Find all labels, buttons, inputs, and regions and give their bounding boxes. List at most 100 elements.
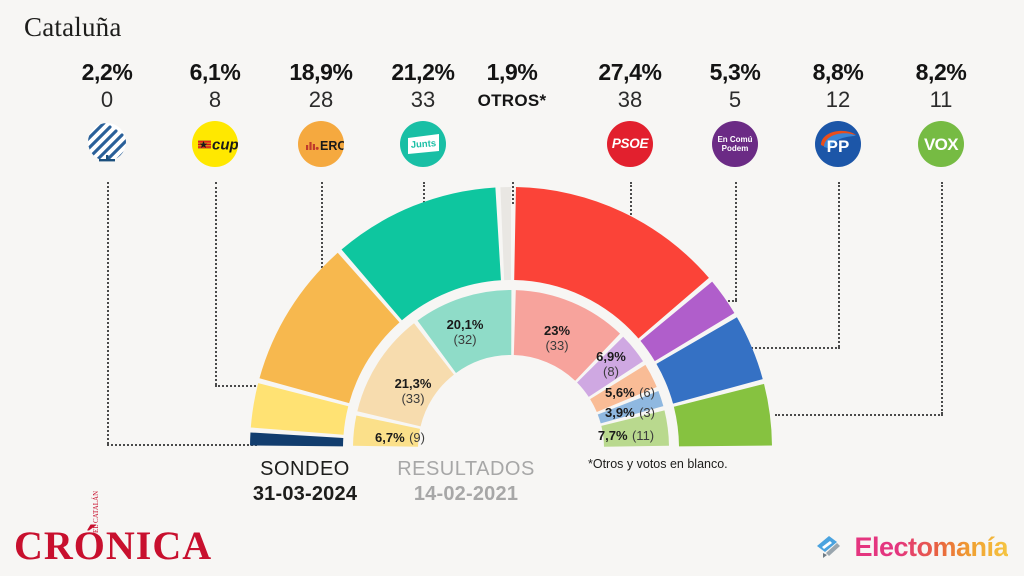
inner-label-pp-2021-seats: (3) bbox=[639, 405, 655, 420]
pdecat-logo[interactable] bbox=[84, 121, 130, 167]
leader-line-cup-v bbox=[215, 182, 217, 385]
party-logo-wrap-psoe: PSOE bbox=[575, 116, 685, 172]
leader-line-ecp-v bbox=[735, 182, 737, 300]
leader-line-pdecat-v bbox=[107, 182, 109, 444]
en-comu-podem-logo-text: En Comú Podem bbox=[717, 134, 753, 154]
pp-logo[interactable]: PP bbox=[815, 121, 861, 167]
party-seats-psoe: 38 bbox=[617, 87, 643, 112]
inner-segment-junts bbox=[417, 290, 512, 374]
inner-label-cup-2021: 6,7% (9) bbox=[352, 430, 448, 445]
outer-segment-en-com-podem bbox=[640, 281, 735, 362]
inner-label-psc-2021-seats: (33) bbox=[545, 338, 569, 353]
outer-segment-cup bbox=[250, 383, 349, 435]
pp-logo-mark: PP bbox=[821, 130, 856, 156]
party-label-otros: OTROS* bbox=[477, 91, 547, 110]
leader-line-pdecat-h bbox=[107, 444, 257, 446]
leader-line-otros-v bbox=[512, 182, 514, 204]
legend-resultados-date: 14-02-2021 bbox=[413, 483, 519, 505]
party-pct-psoe: 27,4% bbox=[598, 59, 662, 85]
party-logo-wrap-pp: PP bbox=[783, 116, 893, 172]
inner-label-cup-2021-seats: (9) bbox=[409, 430, 425, 445]
party-column-junts: 21,2% 33 Junts bbox=[368, 58, 478, 172]
party-seats-ecp: 5 bbox=[728, 87, 742, 112]
leader-line-vox-v bbox=[941, 182, 943, 414]
party-seats-junts: 33 bbox=[410, 87, 436, 112]
party-seats-cup: 8 bbox=[208, 87, 222, 112]
outer-segment-psc-psoe bbox=[514, 187, 709, 339]
outer-segment-junts bbox=[341, 187, 501, 321]
junts-logo[interactable]: Junts bbox=[400, 121, 446, 167]
inner-label-vox-2021-seats: (11) bbox=[631, 428, 655, 443]
party-seats-erc: 28 bbox=[308, 87, 334, 112]
inner-segment-vox bbox=[601, 410, 669, 447]
party-logo-wrap-ecp: En Comú Podem bbox=[680, 116, 790, 172]
party-logo-wrap-junts: Junts bbox=[368, 116, 478, 172]
inner-label-ecp-2021-seats: (8) bbox=[603, 364, 619, 379]
cup-logo-mark: cup bbox=[198, 137, 238, 154]
party-column-otros: 1,9% OTROS* bbox=[457, 58, 567, 116]
electomania-logo-icon bbox=[817, 535, 841, 558]
svg-text:ERC: ERC bbox=[320, 139, 344, 153]
inner-label-psc-2021-pct: 23% bbox=[543, 323, 571, 338]
outer-segment-vox bbox=[673, 383, 772, 447]
outer-segment-pp bbox=[656, 317, 763, 404]
inner-segment-erc bbox=[357, 323, 454, 427]
legend-sondeo: SONDEO 31-03-2024 bbox=[225, 457, 385, 507]
legend-sondeo-date: 31-03-2024 bbox=[252, 483, 358, 505]
inner-label-cs-2021-seats: (6) bbox=[639, 385, 655, 400]
inner-label-erc-2021: 21,3% (33) bbox=[370, 376, 456, 406]
psoe-logo[interactable]: PSOE bbox=[607, 121, 653, 167]
party-pct-junts: 21,2% bbox=[391, 59, 455, 85]
party-column-erc: 18,9% 28 ERC bbox=[266, 58, 376, 172]
party-logo-wrap-erc: ERC bbox=[266, 116, 376, 172]
inner-label-ecp-2021-pct: 6,9% bbox=[596, 349, 626, 364]
vox-logo-text: VOX bbox=[923, 134, 959, 154]
legend-resultados: RESULTADOS 14-02-2021 bbox=[381, 457, 551, 507]
party-seats-pp: 12 bbox=[825, 87, 851, 112]
erc-logo-mark: ERC bbox=[306, 139, 344, 153]
party-pct-pp: 8,8% bbox=[812, 59, 864, 85]
inner-segment-pp bbox=[597, 391, 664, 424]
party-column-vox: 8,2% 11 VOX bbox=[886, 58, 996, 172]
party-pct-vox: 8,2% bbox=[915, 59, 967, 85]
cup-logo[interactable]: cup bbox=[192, 121, 238, 167]
leader-line-psoe-v bbox=[630, 182, 632, 230]
party-pct-cup: 6,1% bbox=[189, 59, 241, 85]
inner-label-pp-2021: 3,9% (3) bbox=[582, 405, 678, 420]
erc-logo[interactable]: ERC bbox=[298, 121, 344, 167]
party-logo-wrap-pdecat bbox=[52, 116, 162, 172]
inner-label-junts-2021-seats: (32) bbox=[453, 332, 477, 347]
outer-segment-otros- bbox=[500, 187, 511, 281]
inner-label-vox-2021: 7,7% (11) bbox=[578, 428, 674, 443]
brand-cronica-subtext: EL CATALÁN bbox=[92, 490, 100, 533]
footnote-otros: *Otros y votos en blanco. bbox=[588, 457, 728, 471]
svg-text:PP: PP bbox=[827, 137, 850, 156]
inner-segment-psc-psoe bbox=[513, 290, 621, 381]
party-column-ecp: 5,3% 5 En Comú Podem bbox=[680, 58, 790, 172]
junts-logo-mark: Junts bbox=[408, 134, 439, 154]
inner-label-pp-2021-pct: 3,9% bbox=[605, 405, 635, 420]
outer-segment-erc bbox=[259, 252, 400, 404]
party-column-psoe: 27,4% 38 PSOE bbox=[575, 58, 685, 172]
leader-line-vox-h bbox=[775, 414, 943, 416]
inner-label-erc-2021-seats: (33) bbox=[401, 391, 425, 406]
inner-label-ecp-2021: 6,9% (8) bbox=[578, 349, 644, 379]
inner-label-vox-2021-pct: 7,7% bbox=[597, 428, 628, 443]
party-seats-pdecat: 0 bbox=[100, 87, 114, 112]
inner-ring-resultados-2021 bbox=[353, 290, 669, 447]
party-pct-otros: 1,9% bbox=[486, 59, 538, 85]
party-seats-vox: 11 bbox=[929, 87, 953, 112]
brand-electomania[interactable]: Electomanía bbox=[813, 532, 1008, 563]
inner-label-junts-2021-pct: 20,1% bbox=[446, 317, 484, 332]
legend-sondeo-kind: SONDEO bbox=[260, 458, 350, 480]
brand-cronica[interactable]: CRÓNICA EL CATALÁN bbox=[14, 491, 213, 568]
inner-label-cs-2021-pct: 5,6% bbox=[605, 385, 635, 400]
leader-line-pp-v bbox=[838, 182, 840, 347]
outer-segment-pdecat bbox=[250, 432, 344, 447]
en-comu-podem-logo[interactable]: En Comú Podem bbox=[712, 121, 758, 167]
brand-cronica-text: CRÓNICA bbox=[14, 523, 213, 568]
vox-logo[interactable]: VOX bbox=[918, 121, 964, 167]
party-column-cup: 6,1% 8 cup bbox=[160, 58, 270, 172]
svg-text:Junts: Junts bbox=[410, 138, 436, 151]
